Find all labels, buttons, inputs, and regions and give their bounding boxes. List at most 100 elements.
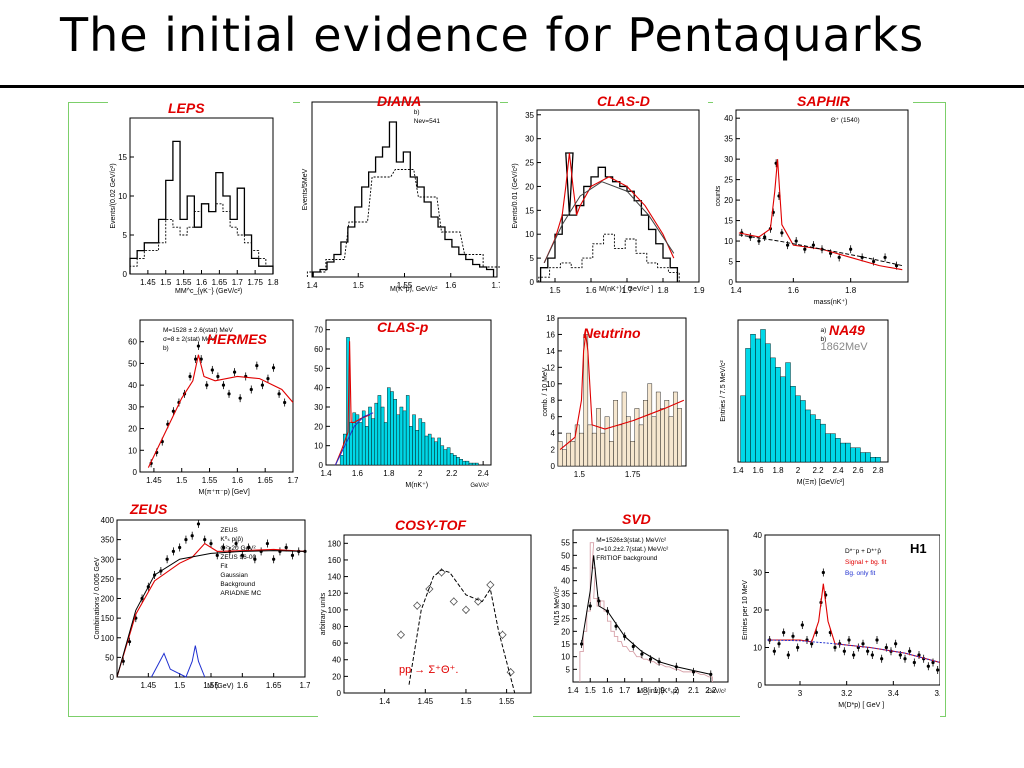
cosytof-xtick-label: 1.55 bbox=[499, 697, 515, 706]
diana-experiment-label: DIANA bbox=[377, 93, 422, 109]
na49-bar bbox=[870, 457, 876, 463]
zeus-xtick-label: 1.7 bbox=[299, 681, 310, 690]
svd-xunit: GeV/c² bbox=[707, 689, 726, 695]
svd-xlabel: M_{inv}(K⁰ₛp) bbox=[637, 687, 679, 695]
saphir-chart: 1.4 1.6 1.8 0 5 10 15 20 25 30 35 40 mass(nK⁺) counts… bbox=[715, 109, 909, 306]
na49-xtick-label: 1.8 bbox=[772, 466, 784, 475]
saphir-ylabel: counts bbox=[715, 185, 722, 206]
neutrino-bar bbox=[643, 400, 648, 467]
clasp-bar bbox=[361, 410, 366, 466]
neutrino-xtick-label: 1.75 bbox=[625, 470, 641, 479]
cosytof-ytick-label: 80 bbox=[332, 622, 341, 631]
h1-point bbox=[880, 654, 884, 663]
hermes-point bbox=[244, 372, 248, 381]
h1-point bbox=[833, 643, 837, 652]
clasp-chart: 1.4 1.6 1.8 2 2.2 2.4 0 10 20 30 40 50 60 70 M(nK⁺) GeV… bbox=[314, 319, 492, 489]
cosytof-ytick-label: 120 bbox=[328, 589, 342, 598]
clasp-bar bbox=[374, 402, 379, 466]
svd-point bbox=[691, 667, 696, 676]
leps-ylabel: Events/(0.02 GeV/c²) bbox=[110, 163, 117, 228]
clasd-ylabel: Events/0.01 (GeV/c²) bbox=[512, 163, 519, 228]
h1-xtick-label: 3.2 bbox=[841, 689, 853, 698]
clasp-ytick-label: 40 bbox=[314, 384, 323, 393]
cosytof-point bbox=[461, 605, 471, 614]
na49-bar bbox=[865, 452, 871, 463]
zeus-xtick-label: 1.65 bbox=[266, 681, 282, 690]
h1-curve-2 bbox=[767, 639, 940, 663]
na49-bar bbox=[795, 395, 801, 463]
saphir-point bbox=[780, 228, 784, 237]
na49-bar bbox=[840, 442, 846, 463]
na49-bar bbox=[745, 348, 751, 463]
h1-point bbox=[772, 647, 776, 656]
clasp-bar bbox=[475, 462, 479, 466]
hermes-point bbox=[277, 389, 281, 398]
leps-chart: 1.45 1.5 1.55 1.6 1.65 1.7 1.75 1.8 0 5 10 15 MM^c_{… bbox=[110, 117, 279, 295]
saphir-curve-1 bbox=[738, 159, 903, 271]
h1-point bbox=[800, 621, 804, 629]
hermes-annotation: M=1528 ± 2.6(stat) MeV bbox=[163, 327, 234, 334]
clasd-plot-area bbox=[536, 109, 700, 283]
clasd-series-0 bbox=[539, 152, 679, 282]
svd-point bbox=[709, 670, 713, 679]
clasp-bar bbox=[434, 441, 438, 466]
h1-point bbox=[791, 632, 795, 641]
clasp-bar bbox=[365, 426, 369, 466]
na49-bar bbox=[765, 343, 771, 463]
cosytof-chart: 1.4 1.45 1.5 1.55 0 20 40 60 80 100 120 140 160 180 ar… bbox=[320, 534, 532, 706]
zeus-point bbox=[178, 543, 182, 552]
clasd-ytick-label: 30 bbox=[525, 135, 534, 144]
h1-ytick-label: 0 bbox=[758, 681, 763, 690]
na49-bar bbox=[755, 338, 761, 463]
neutrino-experiment-label: Neutrino bbox=[583, 325, 641, 341]
zeus-point bbox=[278, 547, 282, 556]
saphir-ytick-label: 30 bbox=[724, 155, 733, 164]
clasd-curve-3 bbox=[543, 181, 675, 264]
zeus-point bbox=[196, 519, 201, 528]
hermes-point bbox=[238, 394, 242, 403]
diana-chart: 1.4 1.5 1.55 1.6 1.7 M(K⁰p), GeV/c² Events/5Me… bbox=[302, 101, 500, 293]
svd-ytick-label: 15 bbox=[561, 640, 570, 649]
na49-bar bbox=[780, 376, 786, 463]
clasp-bar bbox=[405, 395, 410, 466]
leps-ytick-label: 0 bbox=[123, 270, 128, 279]
clasd-xtick-label: 1.9 bbox=[693, 286, 705, 293]
clasp-bar bbox=[418, 418, 423, 466]
clasp-bar bbox=[459, 458, 463, 466]
na49-bar bbox=[820, 423, 826, 463]
cosytof-ytick-label: 160 bbox=[328, 556, 342, 565]
hermes-point bbox=[210, 365, 214, 374]
na49-bar bbox=[790, 386, 796, 463]
cosytof-ytick-label: 100 bbox=[328, 606, 342, 615]
zeus-point bbox=[265, 539, 269, 548]
diana-xlabel: M(K⁰p), GeV/c² bbox=[390, 285, 438, 293]
saphir-ytick-label: 5 bbox=[729, 258, 734, 267]
svd-chart: 1.4 1.5 1.6 1.7 1.8 1.9 2 2.1 2.2 5 10 15 20 25 30 35 40… bbox=[554, 529, 729, 695]
cosytof-point bbox=[474, 597, 483, 606]
zeus-annotation: Gaussian bbox=[220, 572, 248, 579]
h1-point bbox=[926, 662, 930, 671]
svd-experiment-label: SVD bbox=[622, 511, 651, 527]
zeus-annotation: ARIADNE MC bbox=[220, 590, 261, 597]
cosytof-plot-area bbox=[343, 534, 532, 694]
clasp-bar bbox=[415, 429, 419, 466]
na49-bar bbox=[800, 400, 806, 463]
clasd-ytick-label: 35 bbox=[525, 111, 534, 120]
clasp-bar bbox=[339, 455, 344, 466]
saphir-ytick-label: 20 bbox=[724, 196, 733, 205]
na49-bar bbox=[855, 447, 861, 463]
clasp-bar bbox=[431, 437, 435, 466]
clasp-curve-2 bbox=[334, 412, 374, 466]
clasp-ytick-label: 70 bbox=[314, 326, 323, 335]
zeus-annotation: ZEUS bbox=[220, 527, 238, 534]
clasp-ytick-label: 10 bbox=[314, 442, 323, 451]
zeus-point bbox=[184, 535, 188, 544]
h1-point bbox=[912, 658, 916, 667]
clasp-curve-1 bbox=[334, 341, 371, 466]
svd-xtick-label: 1.7 bbox=[619, 686, 631, 695]
clasp-ytick-label: 0 bbox=[319, 461, 324, 470]
neutrino-bar bbox=[557, 441, 563, 467]
clasp-bar bbox=[424, 435, 429, 466]
zeus-xtick-label: 1.6 bbox=[237, 681, 249, 690]
clasd-xlabel: M(nK⁺) [ GeV/c² ] bbox=[599, 286, 653, 293]
